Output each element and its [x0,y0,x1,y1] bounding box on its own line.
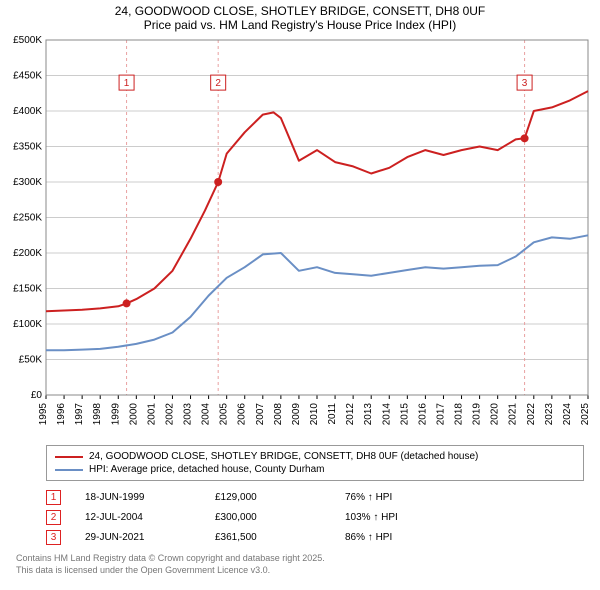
x-tick-label: 2021 [508,403,519,426]
y-tick-label: £300K [13,177,42,188]
sale-date: 12-JUL-2004 [85,512,215,523]
footnote: Contains HM Land Registry data © Crown c… [16,553,584,576]
x-tick-label: 2022 [526,403,537,426]
x-tick-label: 1996 [56,403,67,426]
y-tick-label: £50K [19,355,43,366]
sale-marker-number: 1 [124,78,130,89]
sale-marker-number: 3 [522,78,528,89]
x-tick-label: 2011 [327,403,338,425]
y-tick-label: £450K [13,71,42,82]
y-tick-label: £350K [13,142,42,153]
sale-date: 29-JUN-2021 [85,532,215,543]
x-tick-label: 2002 [164,403,175,426]
sale-pct: 103% ↑ HPI [345,512,465,523]
x-tick-label: 1995 [38,403,49,426]
y-tick-label: £200K [13,248,42,259]
x-tick-label: 2014 [381,403,392,426]
legend-swatch [55,469,83,471]
y-tick-label: £400K [13,106,42,117]
sale-dot [214,178,222,186]
x-tick-label: 2020 [490,403,501,426]
x-tick-label: 2005 [219,403,230,426]
sale-number-box: 3 [46,530,61,545]
y-tick-label: £500K [13,35,42,46]
y-tick-label: £0 [31,390,43,401]
x-tick-label: 2018 [454,403,465,426]
sale-number-box: 1 [46,490,61,505]
sale-price: £361,500 [215,532,345,543]
sale-pct: 76% ↑ HPI [345,492,465,503]
sale-price: £129,000 [215,492,345,503]
legend-row: HPI: Average price, detached house, Coun… [55,463,575,476]
legend-label: 24, GOODWOOD CLOSE, SHOTLEY BRIDGE, CONS… [89,451,478,462]
y-tick-label: £150K [13,284,42,295]
footnote-line-2: This data is licensed under the Open Gov… [16,565,584,577]
sale-dot [521,134,529,142]
legend: 24, GOODWOOD CLOSE, SHOTLEY BRIDGE, CONS… [46,445,584,481]
sale-dot [123,299,131,307]
sale-marker-number: 2 [215,78,221,89]
legend-row: 24, GOODWOOD CLOSE, SHOTLEY BRIDGE, CONS… [55,450,575,463]
sale-table: 1 18-JUN-1999£129,00076% ↑ HPI 2 12-JUL-200… [46,487,584,547]
x-tick-label: 1997 [74,403,85,426]
x-tick-label: 1998 [92,403,103,426]
y-tick-label: £250K [13,213,42,224]
footnote-line-1: Contains HM Land Registry data © Crown c… [16,553,584,565]
x-tick-label: 2013 [363,403,374,426]
x-tick-label: 2009 [291,403,302,426]
x-tick-label: 2000 [128,403,139,426]
x-tick-label: 2017 [435,403,446,426]
x-tick-label: 2004 [201,403,212,426]
x-tick-label: 2015 [399,403,410,426]
x-tick-label: 2008 [273,403,284,426]
sale-date: 18-JUN-1999 [85,492,215,503]
x-tick-label: 2016 [417,403,428,426]
chart-container: 24, GOODWOOD CLOSE, SHOTLEY BRIDGE, CONS… [0,0,600,590]
sale-number-box: 2 [46,510,61,525]
sale-price: £300,000 [215,512,345,523]
x-tick-label: 2003 [183,403,194,426]
chart-area: £0 £50K £100K £150K £200K £250K £300K £350K £400… [0,34,600,439]
x-tick-label: 2006 [237,403,248,426]
x-tick-label: 2010 [309,403,320,426]
sale-table-row: 1 18-JUN-1999£129,00076% ↑ HPI [46,487,584,507]
x-tick-label: 2023 [544,403,555,426]
chart-svg: £0 £50K £100K £150K £200K £250K £300K £350K £400… [0,34,600,439]
title-block: 24, GOODWOOD CLOSE, SHOTLEY BRIDGE, CONS… [0,0,600,34]
legend-swatch [55,456,83,458]
x-tick-label: 1999 [110,403,121,426]
y-tick-label: £100K [13,319,42,330]
sale-pct: 86% ↑ HPI [345,532,465,543]
x-tick-label: 2025 [580,403,591,426]
title-line-1: 24, GOODWOOD CLOSE, SHOTLEY BRIDGE, CONS… [8,4,592,18]
sale-table-row: 3 29-JUN-2021£361,50086% ↑ HPI [46,527,584,547]
x-tick-label: 2001 [146,403,157,426]
sale-table-row: 2 12-JUL-2004£300,000103% ↑ HPI [46,507,584,527]
legend-label: HPI: Average price, detached house, Coun… [89,464,325,475]
x-tick-label: 2012 [345,403,356,426]
x-tick-label: 2007 [255,403,266,426]
x-tick-label: 2019 [472,403,483,426]
title-line-2: Price paid vs. HM Land Registry's House … [8,18,592,32]
x-tick-label: 2024 [562,403,573,426]
